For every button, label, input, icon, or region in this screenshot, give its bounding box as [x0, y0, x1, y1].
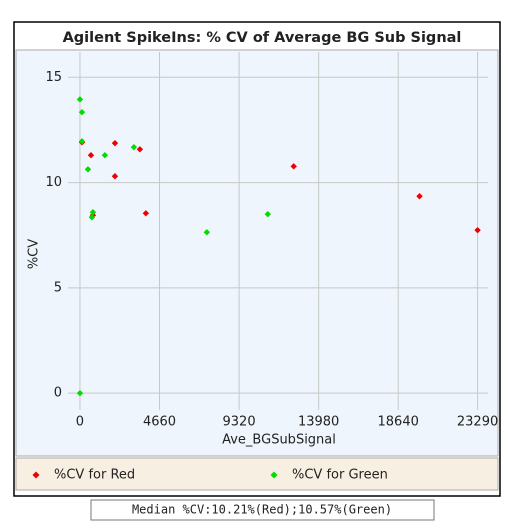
point	[136, 146, 144, 153]
point	[264, 210, 271, 218]
point	[142, 210, 150, 217]
point	[78, 138, 86, 145]
point	[474, 226, 481, 234]
point	[76, 96, 84, 103]
y-tick-label: 15	[45, 70, 62, 85]
point	[89, 209, 97, 216]
y-axis-label: %CV	[27, 239, 42, 269]
point	[203, 229, 211, 236]
point	[130, 143, 138, 151]
legend-label: %CV for Green	[292, 468, 388, 483]
point	[101, 151, 109, 159]
x-tick-label: 9320	[223, 415, 256, 430]
point	[88, 214, 96, 221]
y-tick-label: 10	[45, 175, 62, 190]
x-tick-label: 13980	[298, 415, 339, 430]
legend-label: %CV for Red	[54, 468, 135, 483]
x-axis-label: Ave_BGSubSignal	[222, 433, 336, 448]
legend-marker	[32, 471, 40, 479]
annotation: Median %CV:10.21%(Red);10.57%(Green)	[132, 503, 392, 517]
legend-panel	[15, 457, 499, 491]
legend-marker	[270, 471, 278, 479]
y-tick-label: 5	[54, 280, 62, 295]
point	[78, 109, 86, 116]
point	[290, 163, 297, 170]
x-tick-label: 0	[76, 415, 84, 430]
point	[87, 151, 95, 159]
x-tick-label: 23290	[457, 415, 498, 430]
point	[111, 173, 119, 180]
point	[111, 139, 119, 147]
plot-panel	[15, 49, 499, 457]
x-tick-label: 18640	[378, 415, 419, 430]
x-tick-label: 4660	[143, 415, 176, 430]
point	[84, 166, 92, 173]
chart-title: Agilent SpikeIns: % CV of Average BG Sub…	[63, 30, 462, 46]
y-tick-label: 0	[54, 386, 62, 401]
point	[76, 389, 84, 397]
point	[416, 193, 423, 200]
annotation-box	[90, 499, 435, 521]
